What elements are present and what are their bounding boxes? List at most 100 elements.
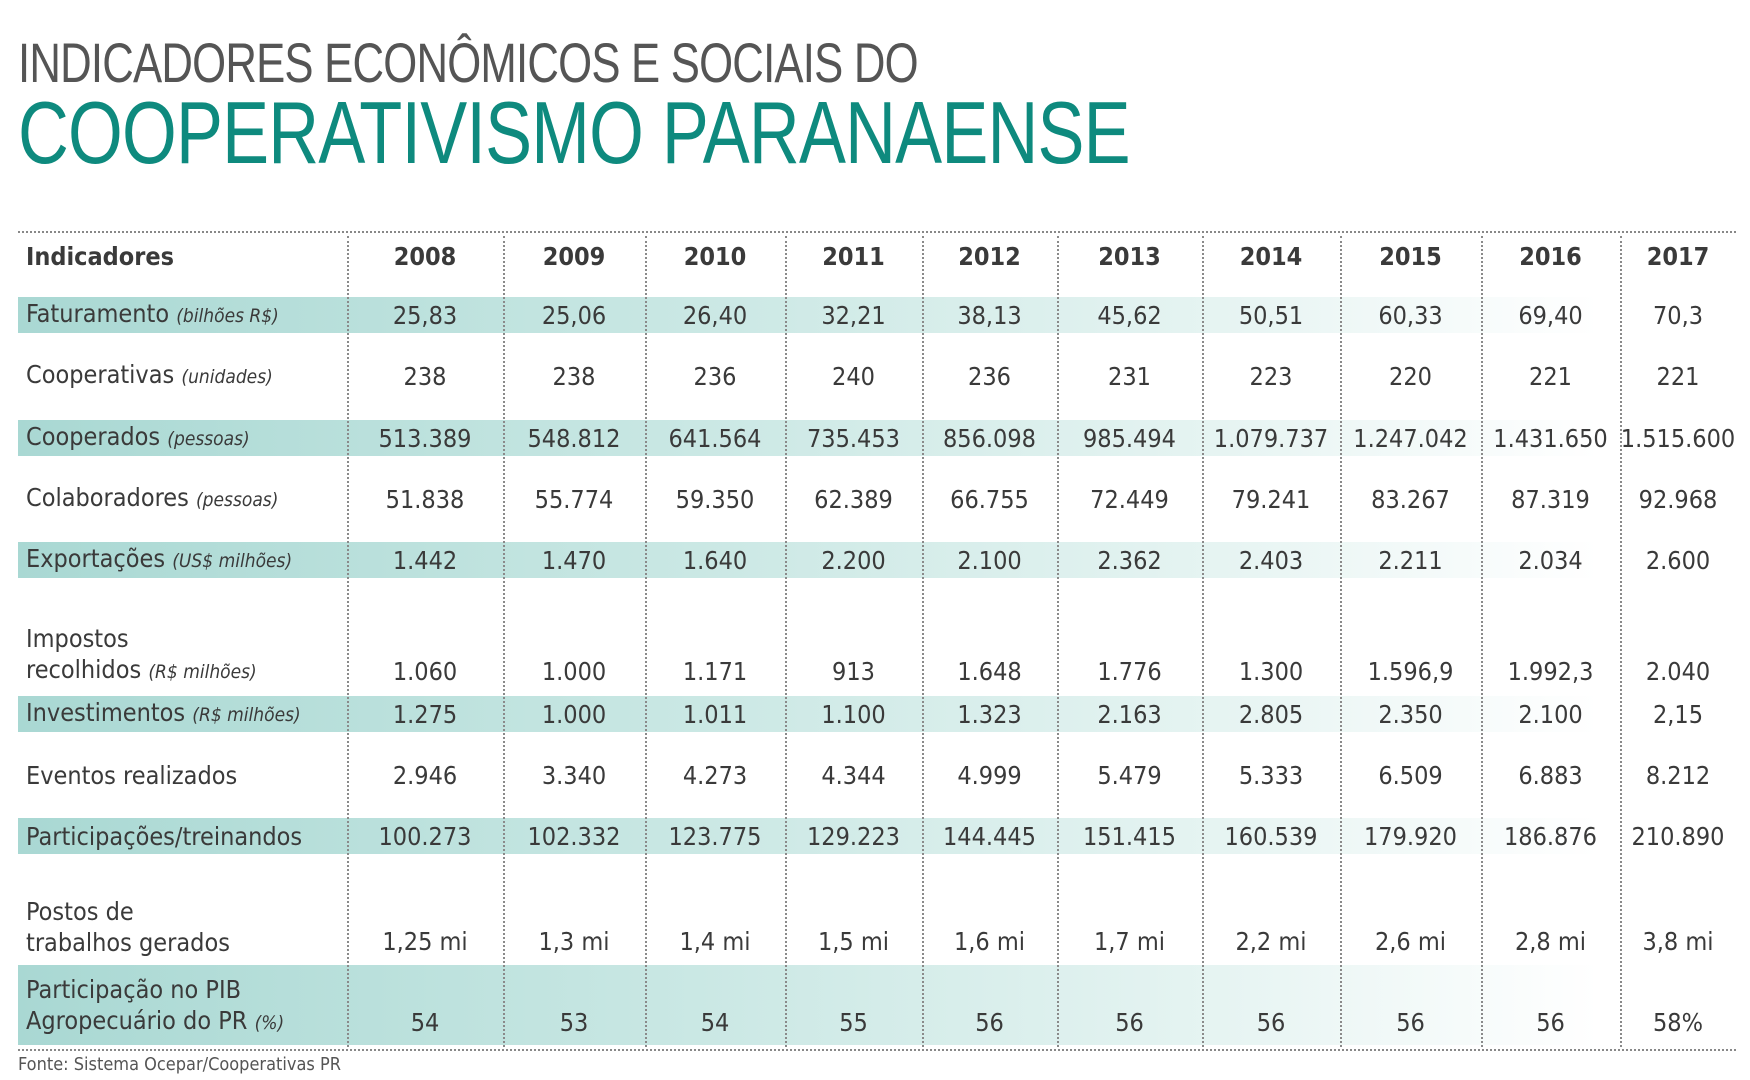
row-label-text: Participações/treinandos (26, 821, 302, 852)
value-cell: 92.968 (1638, 484, 1718, 514)
value-cell: 1.640 (682, 545, 748, 575)
value-cell: 231 (1108, 361, 1151, 391)
value-cell: 45,62 (1097, 300, 1162, 330)
value-cell: 5.333 (1238, 760, 1304, 790)
row-label: Impostos recolhidos (R$ milhões) (26, 594, 257, 694)
column-divider (503, 236, 505, 1047)
value-cell: 2,2 mi (1235, 927, 1307, 956)
top-divider (18, 231, 1736, 233)
value-cell: 221 (1529, 361, 1572, 391)
value-cell: 210.890 (1631, 821, 1725, 851)
value-cell: 513.389 (378, 423, 472, 453)
value-cell: 8.212 (1645, 760, 1711, 790)
row-unit: (%) (254, 1012, 285, 1034)
value-cell: 2.040 (1645, 657, 1711, 686)
table-row: Cooperados (pessoas) 513.389 548.812 641.56… (18, 420, 1736, 456)
row-label-text: Cooperados (pessoas) (26, 421, 250, 455)
value-cell: 62.389 (814, 484, 893, 514)
table-row: Exportações (US$ milhões) 1.442 1.470 1.640… (18, 542, 1736, 578)
value-cell: 735.453 (807, 423, 900, 453)
value-cell: 548.812 (527, 423, 621, 453)
value-cell: 6.883 (1518, 760, 1583, 790)
value-cell: 179.920 (1364, 821, 1457, 851)
row-unit: (US$ milhões) (172, 550, 293, 572)
value-cell: 1.171 (682, 657, 748, 686)
value-cell: 56 (1536, 1008, 1565, 1037)
row-label-main: Cooperados (26, 422, 161, 451)
value-cell: 58% (1653, 1008, 1703, 1037)
row-label-text: Eventos realizados (26, 760, 237, 791)
table-row: Impostos recolhidos (R$ milhões) 1.060 1.00… (18, 594, 1736, 694)
row-label-main: Participações/treinandos (26, 821, 303, 851)
value-cell: 1,25 mi (382, 927, 468, 956)
source-note: Fonte: Sistema Ocepar/Cooperativas PR (18, 1054, 341, 1075)
value-cell: 1.596,9 (1367, 657, 1454, 686)
row-label-main: Faturamento (26, 299, 170, 328)
value-cell: 69,40 (1518, 300, 1583, 330)
value-cell: 66.755 (950, 484, 1029, 514)
value-cell: 223 (1249, 361, 1293, 391)
header-year: 2008 (393, 241, 457, 271)
value-cell: 236 (693, 361, 737, 391)
value-cell: 160.539 (1224, 821, 1318, 851)
value-cell: 59.350 (675, 484, 755, 514)
value-cell: 985.494 (1083, 423, 1176, 453)
row-label-text: Participação no PIB Agropecuário do PR (%… (26, 974, 284, 1039)
column-divider (645, 236, 647, 1047)
column-divider (1481, 236, 1483, 1047)
column-divider (1620, 236, 1622, 1047)
value-cell: 186.876 (1504, 821, 1597, 851)
table-row: Participações/treinandos 100.273 102.332 12… (18, 818, 1736, 854)
header-year: 2011 (822, 241, 885, 271)
value-cell: 6.509 (1378, 760, 1443, 790)
value-cell: 79.241 (1231, 484, 1311, 514)
value-cell: 38,13 (957, 300, 1022, 330)
value-cell: 2.211 (1378, 545, 1443, 575)
value-cell: 1.011 (682, 699, 748, 729)
table-row: Colaboradores (pessoas) 51.838 55.774 59.35… (18, 472, 1736, 526)
row-label-main: Exportações (26, 544, 166, 573)
value-cell: 2.034 (1518, 545, 1583, 575)
value-cell: 1,3 mi (538, 927, 610, 956)
value-cell: 913 (832, 657, 875, 686)
header-year: 2012 (958, 241, 1021, 271)
value-cell: 856.098 (943, 423, 1036, 453)
value-cell: 4.273 (682, 760, 748, 790)
value-cell: 221 (1656, 361, 1700, 391)
title-line-2: COOPERATIVISMO PARANAENSE (18, 83, 1131, 182)
bottom-divider (18, 1049, 1736, 1051)
value-cell: 83.267 (1371, 484, 1450, 514)
value-cell: 100.273 (378, 821, 472, 851)
row-label: Cooperativas (unidades) (26, 350, 273, 402)
value-cell: 129.223 (807, 821, 900, 851)
value-cell: 1,6 mi (953, 927, 1026, 956)
value-cell: 220 (1389, 361, 1432, 391)
value-cell: 1.300 (1238, 657, 1304, 686)
value-cell: 4.344 (821, 760, 886, 790)
value-cell: 87.319 (1511, 484, 1590, 514)
value-cell: 54 (410, 1008, 440, 1037)
value-cell: 32,21 (821, 300, 886, 330)
row-label-second: trabalhos gerados (26, 928, 230, 957)
row-label-main: Eventos realizados (26, 760, 238, 790)
table-row: Eventos realizados 2.946 3.340 4.273 4.344 4.… (18, 748, 1736, 802)
value-cell: 2.100 (1518, 699, 1583, 729)
row-label: Colaboradores (pessoas) (26, 472, 278, 526)
value-cell: 2.100 (957, 545, 1022, 575)
column-divider (1340, 236, 1342, 1047)
value-cell: 2.350 (1378, 699, 1443, 729)
value-cell: 56 (975, 1008, 1004, 1037)
row-label-text: Postos de trabalhos gerados (26, 896, 230, 958)
header-year: 2009 (542, 241, 606, 271)
value-cell: 26,40 (682, 300, 748, 330)
row-label: Participação no PIB Agropecuário do PR (%… (26, 965, 284, 1045)
header-year: 2013 (1098, 241, 1161, 271)
column-divider (1057, 236, 1059, 1047)
value-cell: 2,15 (1652, 699, 1704, 729)
value-cell: 238 (403, 361, 447, 391)
value-cell: 2.163 (1097, 699, 1162, 729)
value-cell: 55 (839, 1008, 868, 1037)
value-cell: 1.079.737 (1213, 423, 1329, 453)
value-cell: 25,06 (541, 300, 607, 330)
value-cell: 1.648 (957, 657, 1022, 686)
